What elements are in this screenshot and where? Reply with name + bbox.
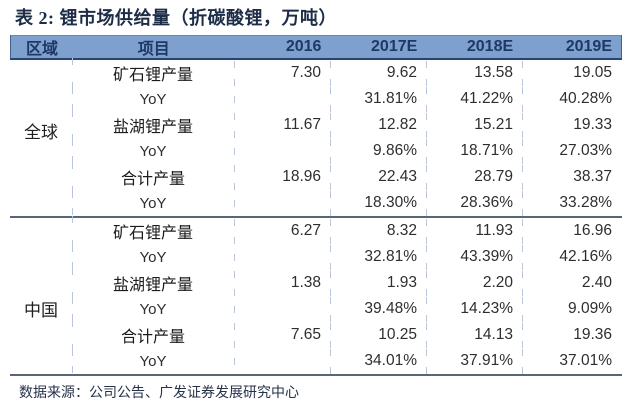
table-row: 合计产量 18.96 22.43 28.79 38.37 — [71, 161, 622, 193]
table-row: 盐湖锂产量 1.38 1.93 2.20 2.40 — [71, 267, 622, 299]
section-global: 全球 矿石锂产量 7.30 9.62 13.58 19.05 YoY 31.81… — [10, 57, 622, 216]
value-cell: 2.20 — [425, 270, 522, 296]
section-separator-rule — [10, 216, 622, 218]
value-cell: 22.43 — [329, 164, 426, 190]
item-cell: YoY — [71, 87, 234, 111]
research-report-table-page: 表 2: 锂市场供给量（折碳酸锂，万吨） 区域 项目 2016 2017E 20… — [0, 4, 640, 411]
region-label: 全球 — [24, 122, 58, 142]
value-cell: 39.48% — [329, 296, 426, 322]
value-cell: 9.09% — [521, 296, 621, 322]
value-cell: 33.28% — [521, 190, 621, 216]
item-cell: 盐湖锂产量 — [71, 267, 234, 299]
lithium-supply-table: 区域 项目 2016 2017E 2018E 2019E 全球 矿石锂产量 7.… — [10, 35, 622, 376]
value-cell: 18.30% — [329, 190, 426, 216]
table-body: 全球 矿石锂产量 7.30 9.62 13.58 19.05 YoY 31.81… — [10, 57, 622, 374]
value-cell: 11.67 — [233, 112, 330, 138]
value-cell: 42.16% — [521, 244, 621, 270]
table-row: YoY 9.86% 18.71% 27.03% — [71, 138, 622, 164]
value-cell: 6.27 — [233, 218, 330, 244]
item-cell: YoY — [71, 191, 234, 215]
table-header-row: 区域 项目 2016 2017E 2018E 2019E — [10, 35, 622, 60]
value-cell: 8.32 — [329, 218, 426, 244]
value-cell: 43.39% — [425, 244, 522, 270]
region-cell: 全球 — [10, 60, 72, 216]
item-cell: 合计产量 — [71, 319, 234, 351]
table-row: YoY 39.48% 14.23% 9.09% — [71, 296, 622, 322]
region-cell: 中国 — [10, 218, 72, 374]
header-cell-region: 区域 — [25, 41, 58, 58]
item-cell: YoY — [71, 245, 234, 269]
header-cell-2018e: 2018E — [466, 38, 514, 55]
table-row: 盐湖锂产量 11.67 12.82 15.21 19.33 — [71, 109, 622, 141]
section-china: 中国 矿石锂产量 6.27 8.32 11.93 16.96 YoY 32.81… — [10, 215, 622, 374]
value-cell: 11.93 — [425, 218, 522, 244]
value-cell: 12.82 — [329, 112, 426, 138]
value-cell: 9.86% — [329, 138, 426, 164]
value-cell: 40.28% — [521, 86, 621, 112]
value-cell: 1.38 — [233, 270, 330, 296]
value-cell: 37.01% — [521, 348, 621, 374]
value-cell: 2.40 — [521, 270, 621, 296]
table-row: YoY 18.30% 28.36% 33.28% — [71, 190, 622, 216]
item-cell: YoY — [71, 139, 234, 163]
item-cell: YoY — [71, 297, 234, 321]
header-cell-2016: 2016 — [285, 38, 322, 55]
value-cell: 27.03% — [521, 138, 621, 164]
value-cell: 41.22% — [425, 86, 522, 112]
header-cell-item: 项目 — [137, 41, 170, 58]
table-bottom-rule — [10, 374, 622, 376]
header-cell-2017e: 2017E — [371, 38, 418, 55]
table-row: 合计产量 7.65 10.25 14.13 19.36 — [71, 319, 622, 351]
value-cell: 18.96 — [233, 164, 330, 190]
table-row: 矿石锂产量 7.30 9.62 13.58 19.05 — [71, 57, 622, 89]
value-cell: 1.93 — [329, 270, 426, 296]
value-cell: 7.30 — [233, 60, 330, 86]
value-cell: 19.33 — [521, 112, 621, 138]
value-cell: 31.81% — [329, 86, 426, 112]
value-cell: 15.21 — [425, 112, 522, 138]
value-cell: 19.05 — [521, 60, 621, 86]
value-cell: 18.71% — [425, 138, 522, 164]
value-cell: 32.81% — [329, 244, 426, 270]
value-cell: 16.96 — [521, 218, 621, 244]
value-cell: 37.91% — [425, 348, 522, 374]
value-cell: 28.79 — [425, 164, 522, 190]
data-source-note: 数据来源：公司公告、广发证券发展研究中心 — [19, 386, 299, 401]
value-cell: 38.37 — [521, 164, 621, 190]
item-cell: 矿石锂产量 — [71, 57, 234, 89]
table-row: YoY 31.81% 41.22% 40.28% — [71, 86, 622, 112]
region-label: 中国 — [24, 300, 58, 320]
item-cell: 矿石锂产量 — [71, 215, 234, 247]
item-cell: 合计产量 — [71, 161, 234, 193]
value-cell: 7.65 — [233, 322, 330, 348]
table-row: 矿石锂产量 6.27 8.32 11.93 16.96 — [71, 215, 622, 247]
table-title: 表 2: 锂市场供给量（折碳酸锂，万吨） — [15, 8, 337, 28]
value-cell: 34.01% — [329, 348, 426, 374]
value-cell: 9.62 — [329, 60, 426, 86]
item-cell: YoY — [71, 349, 234, 373]
value-cell: 14.13 — [425, 322, 522, 348]
value-cell: 19.36 — [521, 322, 621, 348]
header-cell-2019e: 2019E — [565, 38, 612, 55]
value-cell: 10.25 — [329, 322, 426, 348]
item-cell: 盐湖锂产量 — [71, 109, 234, 141]
table-row: YoY 32.81% 43.39% 42.16% — [71, 244, 622, 270]
value-cell: 13.58 — [425, 60, 522, 86]
table-row: YoY 34.01% 37.91% 37.01% — [71, 348, 622, 374]
value-cell: 14.23% — [425, 296, 522, 322]
value-cell: 28.36% — [425, 190, 522, 216]
